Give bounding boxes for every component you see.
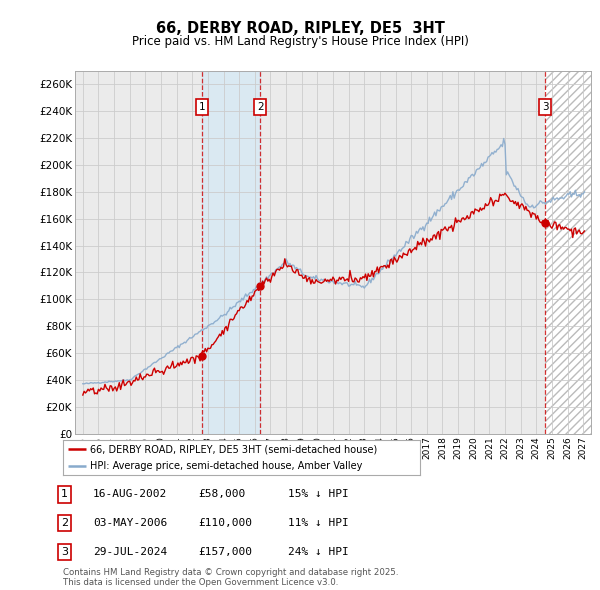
Text: 2: 2 [257, 102, 263, 112]
Text: 03-MAY-2006: 03-MAY-2006 [93, 519, 167, 528]
Text: 3: 3 [61, 548, 68, 557]
Text: HPI: Average price, semi-detached house, Amber Valley: HPI: Average price, semi-detached house,… [90, 461, 362, 471]
Text: 24% ↓ HPI: 24% ↓ HPI [288, 548, 349, 557]
Text: 11% ↓ HPI: 11% ↓ HPI [288, 519, 349, 528]
Text: £110,000: £110,000 [198, 519, 252, 528]
Text: Price paid vs. HM Land Registry's House Price Index (HPI): Price paid vs. HM Land Registry's House … [131, 35, 469, 48]
Text: 66, DERBY ROAD, RIPLEY, DE5  3HT: 66, DERBY ROAD, RIPLEY, DE5 3HT [155, 21, 445, 35]
Text: Contains HM Land Registry data © Crown copyright and database right 2025.
This d: Contains HM Land Registry data © Crown c… [63, 568, 398, 587]
Text: 15% ↓ HPI: 15% ↓ HPI [288, 490, 349, 499]
Text: 1: 1 [199, 102, 205, 112]
Text: £58,000: £58,000 [198, 490, 245, 499]
Text: 2: 2 [61, 519, 68, 528]
Text: 29-JUL-2024: 29-JUL-2024 [93, 548, 167, 557]
Bar [545, 71, 591, 434]
Text: 66, DERBY ROAD, RIPLEY, DE5 3HT (semi-detached house): 66, DERBY ROAD, RIPLEY, DE5 3HT (semi-de… [90, 444, 377, 454]
Bar [202, 71, 260, 434]
Text: 3: 3 [542, 102, 548, 112]
Text: £157,000: £157,000 [198, 548, 252, 557]
Text: 1: 1 [61, 490, 68, 499]
Text: 16-AUG-2002: 16-AUG-2002 [93, 490, 167, 499]
